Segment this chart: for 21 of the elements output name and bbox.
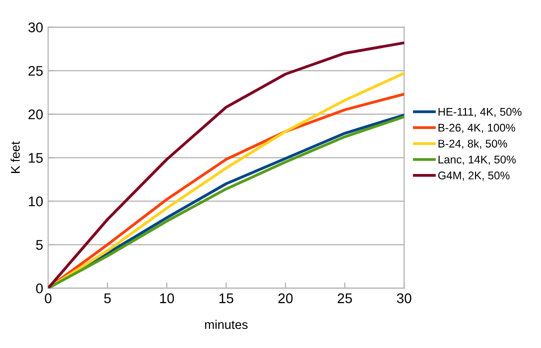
x-axis-title: minutes (205, 320, 248, 330)
x-tick-label: 5 (104, 294, 111, 304)
y-tick-label: 25 (28, 66, 43, 76)
y-tick-label: 30 (28, 22, 43, 32)
legend-label: Lanc, 14K, 50% (438, 156, 516, 165)
y-tick-label: 10 (28, 196, 43, 206)
y-tick-label: 0 (36, 283, 43, 294)
x-tick-label: 10 (160, 293, 174, 304)
legend-label: B-26, 4K, 100% (438, 124, 516, 133)
legend-label: G4M, 2K, 50% (438, 172, 510, 181)
legend-label: B-24, 8k, 50% (438, 139, 508, 149)
x-tick-label: 15 (219, 294, 234, 304)
y-tick-label: 20 (28, 109, 43, 120)
x-tick-label: 20 (278, 293, 293, 304)
x-tick-label: 30 (396, 293, 412, 304)
y-tick-label: 15 (28, 153, 43, 163)
y-tick-label: 5 (36, 240, 43, 250)
legend-label: HE-111, 4K, 50% (438, 108, 522, 118)
x-tick-label: 25 (338, 293, 352, 304)
x-tick-label: 0 (44, 293, 52, 304)
y-axis-title: K feet (10, 141, 20, 173)
